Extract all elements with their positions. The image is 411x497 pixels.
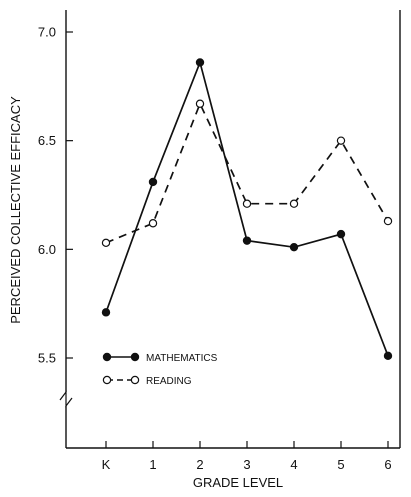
data-point-reading bbox=[195, 99, 205, 108]
legend: MATHEMATICS READING bbox=[102, 352, 218, 387]
x-tick-label: K bbox=[102, 457, 111, 472]
data-point-mathematics bbox=[383, 351, 393, 361]
x-ticks: K 1 2 3 4 5 6 bbox=[102, 441, 392, 472]
y-tick-label: 6.5 bbox=[38, 133, 56, 148]
y-ticks: 5.5 6.0 6.5 7.0 bbox=[38, 25, 73, 366]
legend-marker-reading-right bbox=[130, 375, 140, 385]
x-tick-label: 5 bbox=[337, 457, 344, 472]
data-point-mathematics bbox=[289, 242, 299, 252]
legend-marker-reading-left bbox=[102, 375, 112, 385]
data-point-reading bbox=[289, 199, 299, 208]
y-tick-label: 5.5 bbox=[38, 351, 56, 366]
data-point-reading bbox=[383, 216, 393, 226]
x-tick-label: 1 bbox=[149, 457, 156, 472]
data-point-reading bbox=[242, 199, 252, 208]
data-point-reading bbox=[336, 136, 346, 145]
legend-label-reading: READING bbox=[146, 376, 192, 387]
series-line-mathematics bbox=[105, 59, 389, 357]
data-point-mathematics bbox=[101, 308, 111, 317]
x-axis-title: GRADE LEVEL bbox=[193, 475, 283, 490]
data-point-reading bbox=[148, 219, 158, 228]
legend-marker-mathematics-right bbox=[130, 352, 140, 362]
axis-break-mark bbox=[59, 390, 73, 408]
data-point-mathematics bbox=[148, 177, 158, 187]
data-point-mathematics bbox=[336, 229, 346, 239]
data-point-mathematics bbox=[242, 236, 252, 245]
y-tick-label: 7.0 bbox=[38, 25, 56, 40]
series-line-reading bbox=[105, 101, 389, 244]
series-layer bbox=[101, 58, 393, 361]
x-tick-label: 3 bbox=[243, 457, 250, 472]
data-point-mathematics bbox=[195, 58, 205, 67]
legend-label-mathematics: MATHEMATICS bbox=[146, 353, 218, 364]
x-tick-label: 6 bbox=[384, 457, 391, 472]
legend-marker-mathematics-left bbox=[102, 352, 112, 362]
data-point-reading bbox=[101, 238, 111, 248]
y-axis-title: PERCEIVED COLLECTIVE EFFICACY bbox=[8, 96, 23, 324]
y-tick-label: 6.0 bbox=[38, 242, 56, 257]
x-tick-label: 4 bbox=[290, 457, 297, 472]
x-tick-label: 2 bbox=[196, 457, 203, 472]
